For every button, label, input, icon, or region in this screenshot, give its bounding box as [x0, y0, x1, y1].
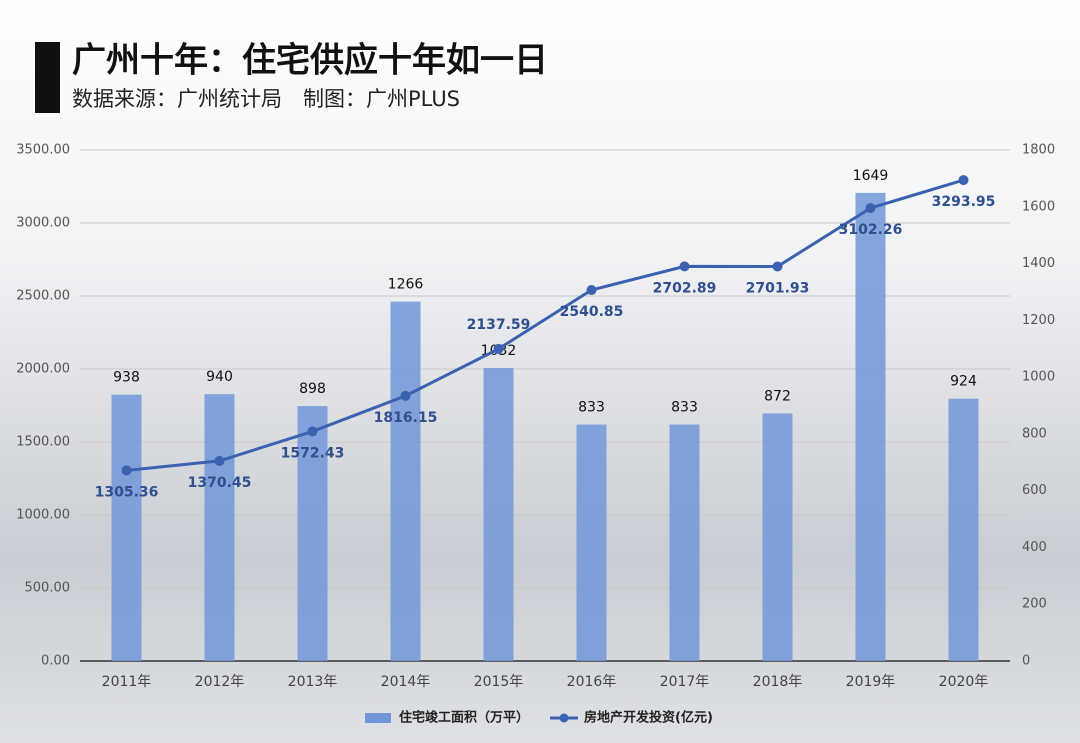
- line-value-label: 1816.15: [374, 410, 438, 426]
- y2-tick-label: 1400: [1022, 256, 1055, 271]
- line-value-label: 1370.45: [188, 475, 252, 491]
- y2-tick-label: 1800: [1022, 143, 1055, 158]
- x-tick-label: 2013年: [288, 674, 338, 690]
- bar: [669, 424, 700, 661]
- chart-subtitle: 数据来源：广州统计局 制图：广州PLUS: [72, 87, 460, 111]
- y2-tick-label: 1200: [1022, 313, 1055, 328]
- legend-swatch: [559, 713, 569, 723]
- line-value-label: 1305.36: [95, 484, 159, 500]
- y2-tick-label: 200: [1022, 597, 1047, 612]
- line-point: [121, 465, 132, 476]
- line-value-label: 1572.43: [281, 445, 345, 461]
- y-tick-label: 0.00: [41, 654, 70, 669]
- line-point: [214, 455, 225, 466]
- bar: [390, 301, 421, 661]
- title-accent: [35, 42, 60, 113]
- line-point: [679, 261, 690, 272]
- x-tick-label: 2018年: [753, 674, 803, 690]
- bar: [855, 192, 886, 661]
- x-tick-label: 2015年: [474, 674, 524, 690]
- line-value-label: 2701.93: [746, 281, 810, 297]
- bar: [948, 398, 979, 661]
- bar-value-label: 1266: [388, 277, 424, 293]
- line-point: [400, 390, 411, 401]
- line-point: [772, 261, 783, 272]
- x-tick-label: 2011年: [102, 674, 152, 690]
- x-tick-label: 2012年: [195, 674, 245, 690]
- line-value-label: 3293.95: [932, 194, 996, 210]
- bar-value-label: 898: [299, 381, 326, 397]
- y2-tick-label: 1600: [1022, 199, 1055, 214]
- y-tick-label: 3000.00: [16, 216, 70, 231]
- bar-value-label: 1649: [853, 168, 889, 184]
- bar-value-label: 833: [578, 400, 605, 416]
- y-tick-label: 1000.00: [16, 508, 70, 523]
- bar: [576, 424, 607, 661]
- y2-tick-label: 1000: [1022, 370, 1055, 385]
- bar-value-label: 833: [671, 400, 698, 416]
- y2-tick-label: 800: [1022, 426, 1047, 441]
- line-point: [307, 426, 318, 437]
- bar: [762, 413, 793, 661]
- bar-value-label: 872: [764, 388, 791, 404]
- bar: [297, 406, 328, 661]
- line-value-label: 2702.89: [653, 280, 717, 296]
- chart-title: 广州十年：住宅供应十年如一日: [72, 41, 548, 81]
- x-tick-label: 2020年: [939, 674, 989, 690]
- y-tick-label: 500.00: [25, 581, 71, 596]
- y2-tick-label: 600: [1022, 483, 1047, 498]
- line-point: [958, 175, 969, 186]
- line-point: [865, 203, 876, 214]
- bar: [483, 368, 514, 661]
- line-value-label: 2540.85: [560, 304, 624, 320]
- y-tick-label: 2500.00: [16, 289, 70, 304]
- bar: [111, 394, 142, 661]
- legend-label: 房地产开发投资(亿元): [584, 710, 713, 726]
- line: [126, 178, 964, 472]
- y-tick-label: 3500.00: [16, 143, 70, 158]
- bar-value-label: 938: [113, 370, 140, 386]
- y2-tick-label: 0: [1022, 654, 1030, 669]
- legend-swatch: [365, 713, 391, 723]
- line-value-label: 2137.59: [467, 317, 531, 333]
- y-tick-label: 2000.00: [16, 362, 70, 377]
- x-tick-label: 2016年: [567, 674, 617, 690]
- x-tick-label: 2019年: [846, 674, 896, 690]
- y2-tick-label: 400: [1022, 540, 1047, 555]
- bar: [204, 394, 235, 661]
- line-point: [586, 285, 597, 296]
- line-point: [493, 343, 504, 354]
- x-tick-label: 2017年: [660, 674, 710, 690]
- y-tick-label: 1500.00: [16, 435, 70, 450]
- legend-label: 住宅竣工面积（万平）: [399, 710, 529, 726]
- line-value-label: 3102.26: [839, 222, 903, 238]
- bar-value-label: 924: [950, 374, 977, 390]
- bar-value-label: 940: [206, 369, 233, 385]
- x-tick-label: 2014年: [381, 674, 431, 690]
